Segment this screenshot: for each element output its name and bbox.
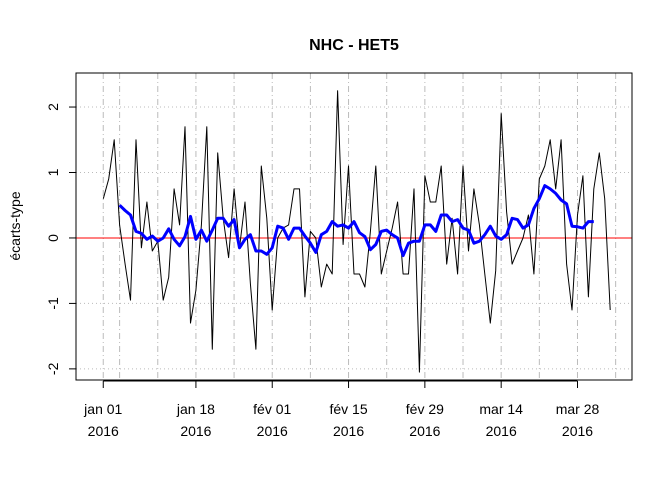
y-tick-label: -1 — [45, 297, 61, 310]
chart-title: NHC - HET5 — [309, 37, 399, 54]
x-tick-label: mar 28 2016 — [556, 401, 600, 439]
plot-frame — [75, 72, 633, 381]
y-tick-label: 2 — [45, 103, 61, 111]
y-tick-label: 0 — [45, 234, 61, 242]
series-line — [102, 90, 611, 373]
y-axis-label: écarts-type — [7, 191, 23, 260]
x-tick-label: jan 01 2016 — [83, 401, 122, 439]
x-tick-label: fév 29 2016 — [406, 401, 444, 439]
x-tick-label: fév 01 2016 — [253, 401, 291, 439]
y-tick-label: 1 — [45, 168, 61, 176]
x-tick-label: fév 15 2016 — [329, 401, 367, 439]
series-line — [118, 184, 594, 258]
y-tick-label: -2 — [45, 362, 61, 375]
x-tick-label: jan 18 2016 — [176, 401, 215, 439]
x-tick-label: mar 14 2016 — [479, 401, 523, 439]
